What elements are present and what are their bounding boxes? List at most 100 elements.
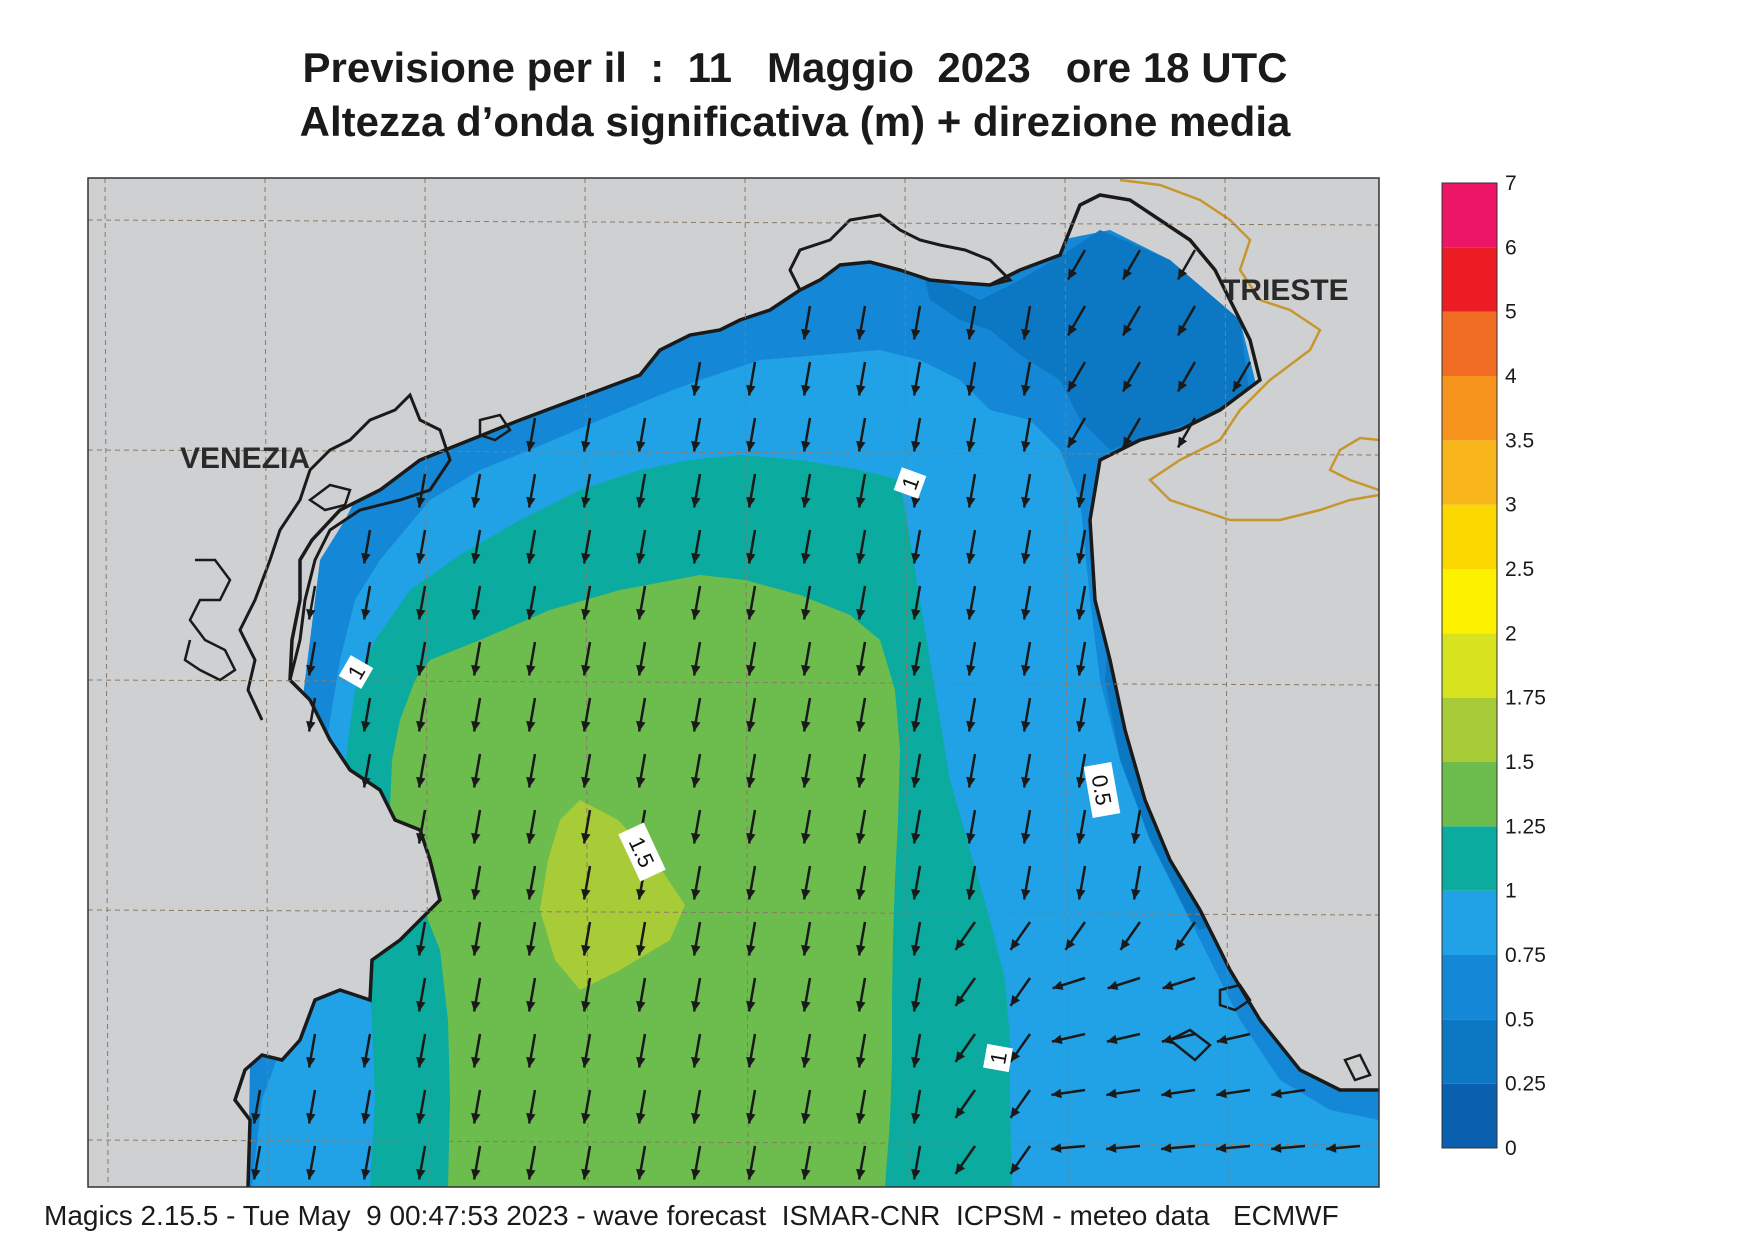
wave-arrow-head [1021, 608, 1031, 620]
wave-arrow-head [471, 608, 481, 620]
wave-arrow-head [746, 1000, 756, 1012]
venice-islands [183, 413, 512, 682]
wave-arrow-head [746, 1056, 756, 1068]
wave-arrow-head [526, 664, 536, 676]
wave-arrow-head [746, 888, 756, 900]
colorbar-tick-label: 1.25 [1505, 815, 1546, 838]
wave-arrow-head [966, 328, 976, 340]
north-lagoon-outline [788, 213, 1013, 291]
wave-arrow-head [361, 720, 371, 732]
wave-arrow-head [581, 720, 591, 732]
colorbar-swatch [1442, 633, 1497, 698]
wave-arrow-head [691, 1056, 701, 1068]
wave-arrow-head [581, 664, 591, 676]
wave-arrow-head [471, 888, 481, 900]
wave-arrow-head [856, 384, 866, 396]
wave-arrow-head [1076, 664, 1086, 676]
wave-arrow-head [526, 1000, 536, 1012]
wave-arrow-head [471, 496, 481, 508]
colorbar-tick-label: 0 [1505, 1137, 1517, 1160]
svg-text:1: 1 [985, 1050, 1012, 1066]
wave-arrow-head [1178, 436, 1188, 448]
wave-arrow-head [526, 720, 536, 732]
wave-arrow-head [746, 944, 756, 956]
wave-arrow-head [691, 1168, 701, 1180]
wave-arrow-head [955, 938, 966, 950]
wave-arrow-head [801, 1000, 811, 1012]
wave-arrow-head [306, 720, 316, 732]
wave-arrow-head [581, 1000, 591, 1012]
wave-arrow-head [581, 608, 591, 620]
wave-arrow-head [361, 1112, 371, 1124]
city-label-trieste: TRIESTE [1222, 274, 1349, 307]
wave-arrow-head [526, 552, 536, 564]
wave-arrow-head [636, 664, 646, 676]
colorbar-swatch [1442, 955, 1497, 1020]
wave-arrow-head [636, 496, 646, 508]
wave-arrow-head [801, 776, 811, 788]
wave-arrow-head [856, 1000, 866, 1012]
wave-arrow-head [1068, 324, 1078, 336]
wave-arrow-head [1021, 888, 1031, 900]
wave-arrow-head [636, 1168, 646, 1180]
colorbar-tick-label: 3.5 [1505, 429, 1534, 452]
wave-arrow-head [966, 552, 976, 564]
wave-arrow-head [691, 1000, 701, 1012]
wave-arrow-head [911, 496, 921, 508]
wave-arrow-head [471, 1000, 481, 1012]
wave-arrow-head [1216, 1034, 1228, 1045]
wave-arrow-head [746, 832, 756, 844]
wave-arrow-head [856, 328, 866, 340]
wave-arrow-head [1271, 1143, 1282, 1153]
wave-arrow-head [746, 608, 756, 620]
colorbar-swatch [1442, 311, 1497, 376]
map-frame [87, 177, 1380, 1188]
wave-arrow-head [636, 552, 646, 564]
colorbar-swatch [1442, 697, 1497, 762]
wave-arrow-head [526, 1056, 536, 1068]
wave-arrow-head [526, 888, 536, 900]
wave-arrow-head [306, 1056, 316, 1068]
map-title-line1: Previsione per il : 11 Maggio 2023 ore 1… [302, 44, 1288, 91]
wave-arrow-head [1010, 994, 1021, 1006]
colorbar-swatch [1442, 504, 1497, 569]
wave-arrow-head [966, 832, 976, 844]
wave-arrow-head [1021, 664, 1031, 676]
wave-arrow-head [955, 1050, 966, 1062]
wave-arrow-head [911, 776, 921, 788]
colorbar-tick-label: 4 [1505, 365, 1517, 388]
wave-arrow-head [416, 776, 426, 788]
wave-arrow-head [1021, 832, 1031, 844]
wave-arrow-head [636, 888, 646, 900]
wave-arrow-head [416, 664, 426, 676]
wave-arrow-head [1106, 1143, 1117, 1153]
wave-arrow-head [856, 496, 866, 508]
graticule [87, 177, 1380, 1188]
wave-arrow-head [746, 1168, 756, 1180]
wave-arrow-head [966, 384, 976, 396]
wave-arrow-head [911, 440, 921, 452]
venice-lagoon-outline [238, 392, 452, 721]
wave-arrow-head [1021, 328, 1031, 340]
wave-arrow-head [526, 832, 536, 844]
wave-arrow-head [306, 608, 316, 620]
wave-arrow-head [1052, 980, 1064, 990]
wave-arrow-head [691, 440, 701, 452]
wave-arrow-head [471, 720, 481, 732]
wave-arrow-head [1076, 608, 1086, 620]
wave-arrow-head [581, 832, 591, 844]
colorbar-swatch [1442, 569, 1497, 634]
wave-arrow-head [1051, 1034, 1063, 1045]
wave-arrow-head [1326, 1143, 1337, 1153]
wave-arrow-head [581, 1168, 591, 1180]
colorbar-tick-label: 6 [1505, 236, 1517, 259]
wave-arrow-head [801, 832, 811, 844]
wave-arrow-head [856, 440, 866, 452]
colorbar-swatch [1442, 1019, 1497, 1084]
wave-arrow-head [856, 1056, 866, 1068]
wave-arrow-head [306, 1168, 316, 1180]
wave-arrow-head [306, 664, 316, 676]
wave-arrow-head [1120, 938, 1131, 950]
wave-arrow-head [581, 496, 591, 508]
wave-arrow-head [1106, 1034, 1118, 1045]
